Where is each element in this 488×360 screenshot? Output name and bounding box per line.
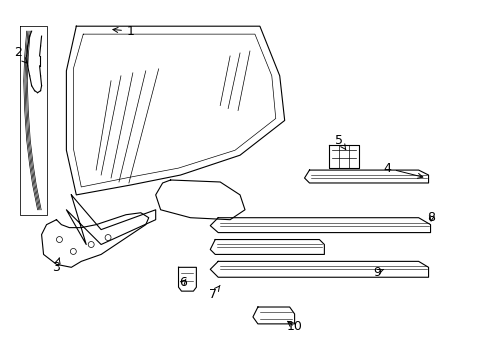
Text: 9: 9: [372, 266, 383, 279]
Text: 8: 8: [427, 211, 435, 224]
Text: 1: 1: [113, 24, 135, 38]
Text: 10: 10: [286, 320, 302, 333]
Text: 3: 3: [52, 258, 61, 274]
Text: 5: 5: [335, 134, 345, 150]
Text: 4: 4: [382, 162, 422, 178]
Text: 7: 7: [209, 285, 220, 301]
Text: 2: 2: [14, 46, 27, 63]
Text: 6: 6: [179, 276, 187, 289]
